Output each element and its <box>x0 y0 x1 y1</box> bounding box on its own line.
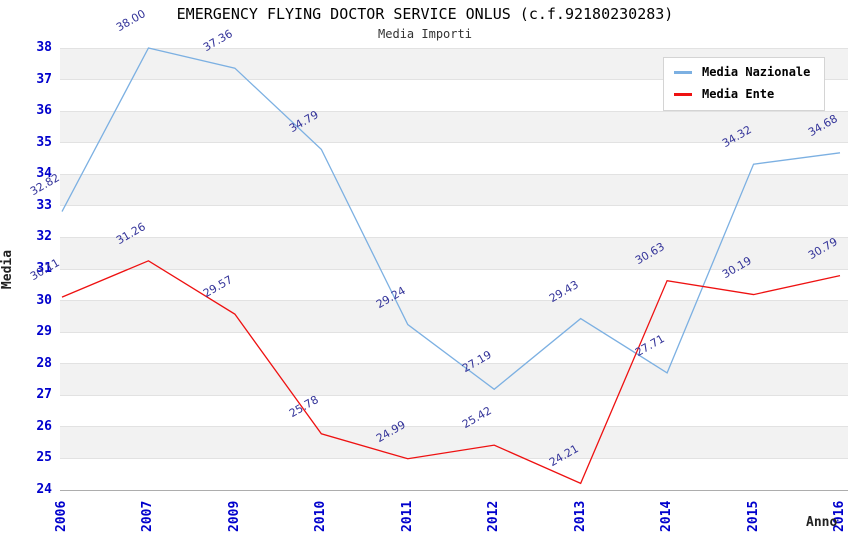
gridline <box>60 426 848 428</box>
x-tick-label: 2013 <box>572 500 588 532</box>
grid-band <box>60 205 848 238</box>
chart-subtitle: Media Importi <box>378 27 472 41</box>
y-tick-label: 24 <box>36 482 52 497</box>
legend-item-media-nazionale: Media Nazionale <box>674 65 810 79</box>
gridline <box>60 47 848 49</box>
y-tick-label: 27 <box>36 387 52 403</box>
y-tick-label: 35 <box>36 134 52 150</box>
y-tick-label: 34 <box>36 166 52 182</box>
gridline <box>60 300 848 302</box>
x-axis-line <box>60 490 848 491</box>
x-tick-label: 2009 <box>226 500 242 532</box>
legend: Media Nazionale Media Ente <box>663 57 826 111</box>
x-tick-label: 2015 <box>745 500 761 532</box>
x-axis-title: Anno <box>806 515 838 530</box>
gridline <box>60 79 848 81</box>
gridline <box>60 363 848 365</box>
x-tick-label: 2006 <box>54 500 69 532</box>
series-line-media-nazionale <box>61 47 841 391</box>
legend-label: Media Nazionale <box>702 65 811 79</box>
grid-band <box>60 458 848 490</box>
y-tick-label: 36 <box>36 103 52 119</box>
y-tick-label: 28 <box>36 355 52 371</box>
grid-band <box>60 142 848 175</box>
y-tick-label: 32 <box>36 229 52 245</box>
y-tick-label: 26 <box>36 418 52 434</box>
gridline <box>60 110 848 112</box>
legend-item-media-ente: Media Ente <box>674 87 810 101</box>
gridline <box>60 173 848 175</box>
chart-title: EMERGENCY FLYING DOCTOR SERVICE ONLUS (c… <box>176 5 674 23</box>
gridline <box>60 268 848 270</box>
gridline <box>60 331 848 333</box>
series-lines <box>61 47 841 485</box>
x-tick-label: 2012 <box>486 500 502 532</box>
grid-band <box>60 111 848 143</box>
line-swatch-icon <box>674 70 692 74</box>
gridline <box>60 205 848 207</box>
grid-band <box>60 174 848 206</box>
gridline <box>60 142 848 144</box>
gridline <box>60 394 848 396</box>
grid-band <box>60 363 848 396</box>
grid-band <box>60 300 848 333</box>
line-swatch-icon <box>674 92 692 96</box>
legend-label: Media Ente <box>702 87 775 101</box>
gridline <box>60 457 848 459</box>
x-tick-label: 2010 <box>313 500 329 532</box>
y-tick-label: 37 <box>36 71 52 87</box>
grid-band <box>60 395 848 427</box>
y-tick-label: 31 <box>36 261 52 276</box>
x-tick-label: 2007 <box>140 500 156 532</box>
y-tick-label: 33 <box>36 197 52 213</box>
series-line-media-ente <box>61 260 841 485</box>
grid-band <box>60 426 848 459</box>
y-axis-title: Media <box>0 249 16 290</box>
gridline <box>60 236 848 238</box>
grid-band <box>60 269 848 301</box>
y-tick-label: 25 <box>36 450 52 466</box>
x-tick-label: 2011 <box>399 500 415 532</box>
y-tick-label: 38 <box>36 40 52 55</box>
plot-area <box>60 47 848 491</box>
x-tick-label: 2014 <box>659 500 675 532</box>
y-tick-label: 30 <box>36 292 52 308</box>
y-tick-label: 29 <box>36 324 52 340</box>
